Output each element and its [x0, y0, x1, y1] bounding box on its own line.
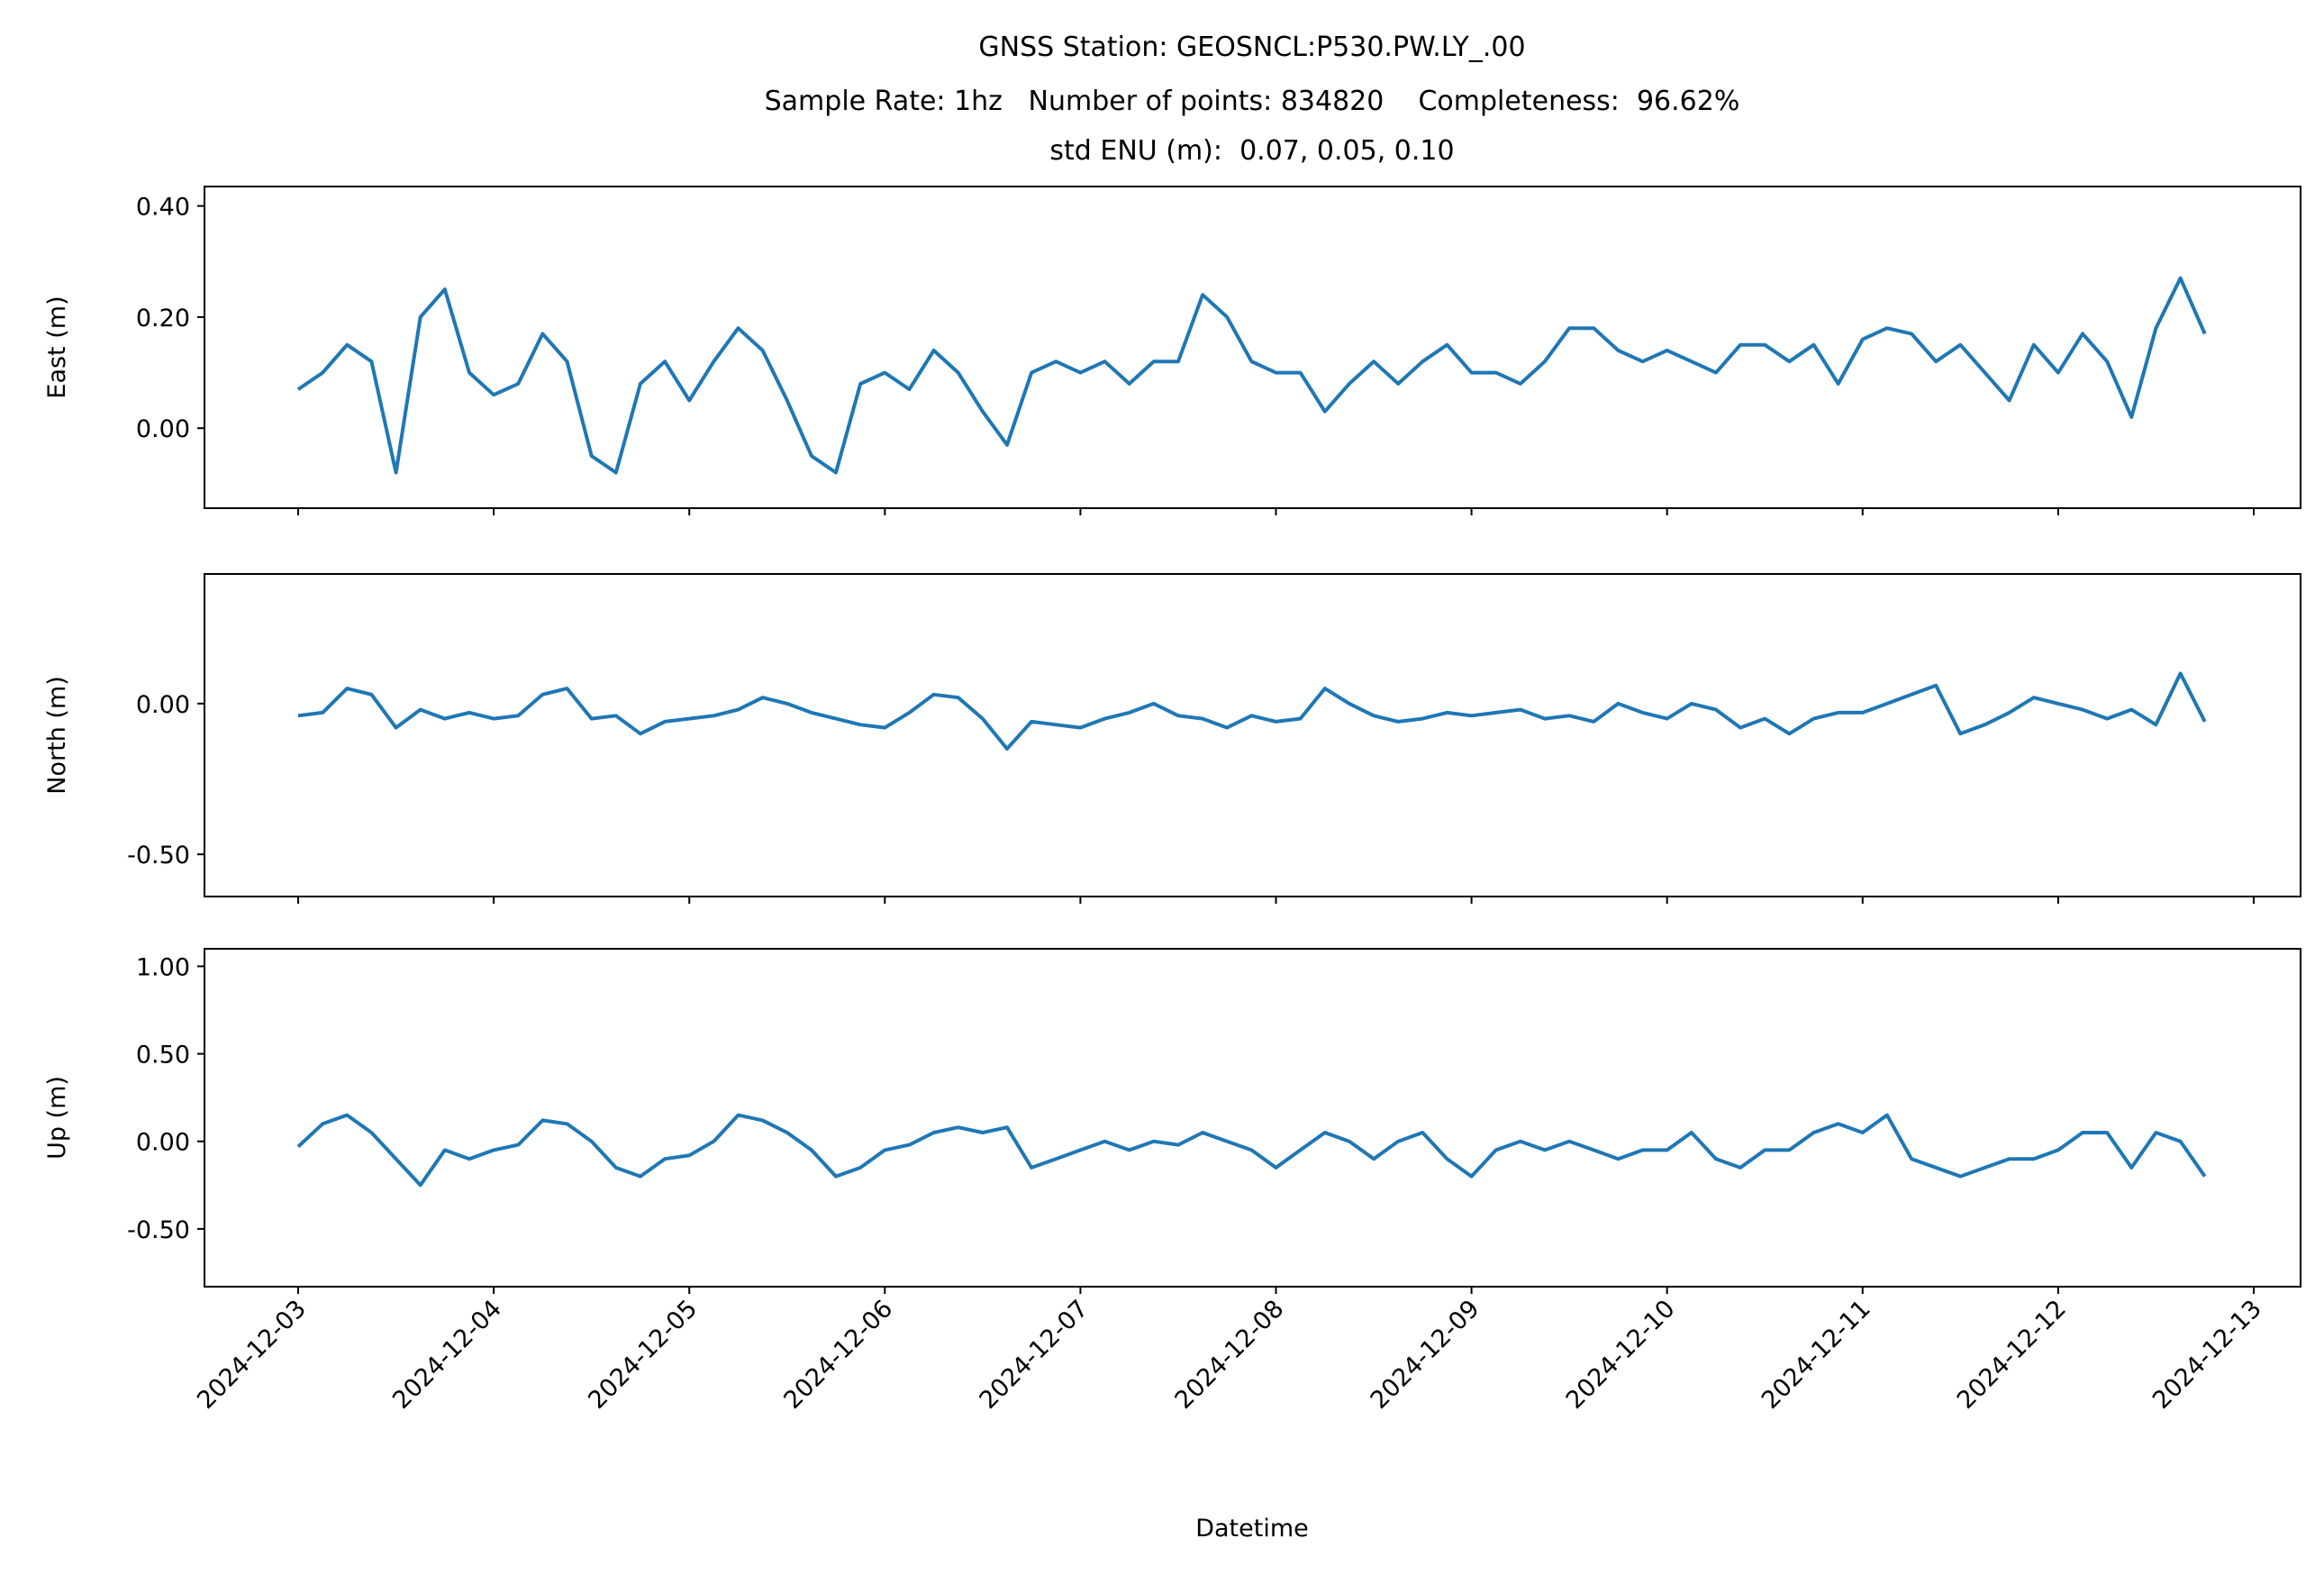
y-axis-label: East (m) [43, 296, 71, 398]
x-tick-label: 2024-12-12 [1952, 1295, 2072, 1415]
x-tick-label: 2024-12-13 [2147, 1295, 2267, 1415]
x-tick-label: 2024-12-06 [778, 1295, 898, 1415]
x-tick-label: 2024-12-05 [583, 1295, 703, 1415]
data-line [296, 1113, 2207, 1188]
x-tick-label: 2024-12-11 [1757, 1295, 1876, 1415]
y-axis-label: North (m) [43, 676, 71, 794]
x-axis-label: Datetime [1195, 1515, 1309, 1543]
y-tick-label: 0.50 [136, 1042, 190, 1070]
chart-subtitle: Sample Rate: 1hz Number of points: 83482… [765, 86, 1740, 117]
y-tick-label: -0.50 [127, 842, 190, 869]
axes-frame [204, 948, 2301, 1288]
y-tick-label: 0.00 [136, 1129, 190, 1157]
x-tick-label: 2024-12-03 [192, 1295, 312, 1415]
axes-frame [204, 186, 2301, 509]
y-tick-label: 0.20 [136, 305, 190, 332]
chart-title: GNSS Station: GEOSNCL:P530.PW.LY_.00 [978, 32, 1525, 63]
y-tick-label: 1.00 [136, 953, 190, 981]
y-tick-label: 0.00 [136, 691, 190, 719]
y-tick-label: -0.50 [127, 1216, 190, 1244]
y-tick-label: 0.00 [136, 415, 190, 443]
y-axis-label: Up (m) [43, 1076, 71, 1160]
data-line [297, 671, 2207, 751]
x-tick-label: 2024-12-09 [1366, 1295, 1485, 1415]
x-tick-label: 2024-12-08 [1170, 1295, 1290, 1415]
data-line [296, 276, 2207, 475]
x-tick-label: 2024-12-10 [1561, 1295, 1681, 1415]
x-tick-label: 2024-12-07 [974, 1295, 1094, 1415]
chart-subtitle: std ENU (m): 0.07, 0.05, 0.10 [1049, 135, 1454, 167]
x-tick-label: 2024-12-04 [387, 1295, 507, 1415]
y-tick-label: 0.40 [136, 194, 190, 222]
axes-frame [204, 573, 2301, 897]
